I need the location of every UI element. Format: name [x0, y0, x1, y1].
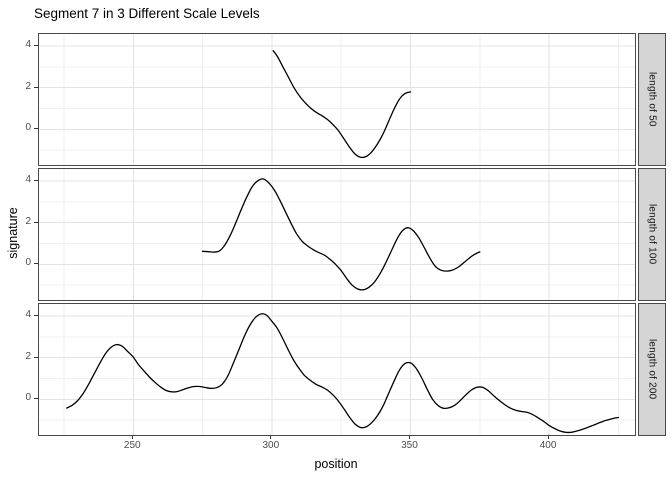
- y-axis-title: signature: [6, 207, 20, 259]
- y-tick-label: 0: [25, 257, 31, 269]
- facet-panel-length-of-50: [38, 33, 636, 166]
- y-tick-mark: [34, 128, 38, 130]
- strip-label: length of 50: [646, 72, 658, 127]
- y-tick-label: 2: [25, 80, 31, 92]
- facet-panel-length-of-200: [38, 303, 636, 436]
- x-tick-label: 250: [123, 440, 141, 451]
- strip-label: length of 100: [646, 204, 658, 265]
- y-tick-label: 0: [25, 392, 31, 404]
- y-tick-mark: [34, 221, 38, 223]
- facet-panel-length-of-100: [38, 168, 636, 301]
- y-tick-label: 2: [25, 350, 31, 362]
- x-tick-mark: [270, 435, 272, 439]
- y-tick-mark: [34, 86, 38, 88]
- y-tick-mark: [34, 398, 38, 400]
- x-axis-title: position: [314, 457, 358, 471]
- y-tick-label: 2: [25, 215, 31, 227]
- y-tick-label: 4: [25, 39, 31, 51]
- x-tick-mark: [408, 435, 410, 439]
- y-tick-mark: [34, 315, 38, 317]
- y-tick-mark: [34, 263, 38, 265]
- facet-strip: length of 50: [638, 33, 666, 166]
- y-tick-mark: [34, 180, 38, 182]
- x-tick-mark: [547, 435, 549, 439]
- strip-label: length of 200: [646, 339, 658, 400]
- chart-title: Segment 7 in 3 Different Scale Levels: [34, 6, 260, 21]
- y-tick-mark: [34, 356, 38, 358]
- signal-line: [201, 178, 481, 291]
- signal-line: [66, 313, 620, 434]
- x-tick-label: 350: [401, 440, 418, 451]
- signal-line: [272, 50, 412, 159]
- y-tick-label: 0: [25, 122, 31, 134]
- facet-strip: length of 100: [638, 168, 666, 301]
- y-tick-mark: [34, 45, 38, 47]
- x-tick-mark: [131, 435, 133, 439]
- y-tick-label: 4: [25, 174, 31, 186]
- facet-strip: length of 200: [638, 303, 666, 436]
- y-tick-label: 4: [25, 309, 31, 321]
- x-tick-label: 300: [262, 440, 280, 451]
- x-tick-label: 400: [539, 440, 557, 451]
